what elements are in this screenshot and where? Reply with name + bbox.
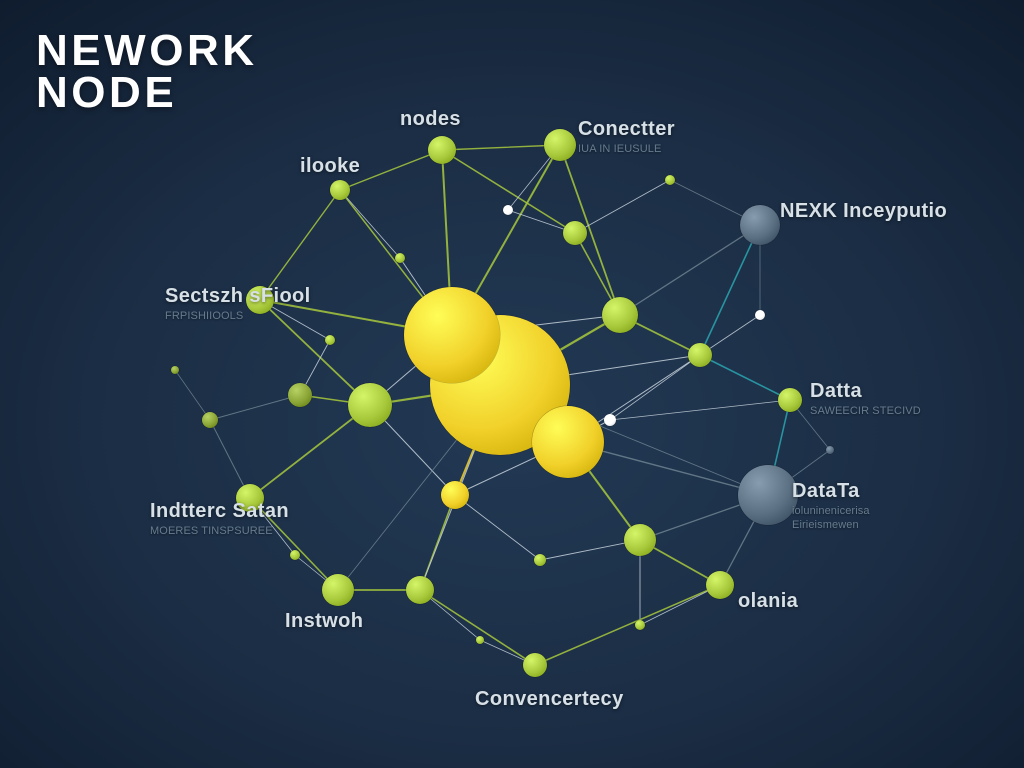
node-m1 <box>348 383 392 427</box>
node-d7 <box>755 310 765 320</box>
edge <box>455 495 540 560</box>
node-d10 <box>635 620 645 630</box>
node-n_data <box>778 388 802 412</box>
node-d11 <box>171 366 179 374</box>
edge <box>420 590 535 665</box>
edge <box>535 585 720 665</box>
node-d1 <box>665 175 675 185</box>
edge <box>175 370 210 420</box>
node-d4 <box>604 414 616 426</box>
node-n_indsatan <box>236 484 264 512</box>
node-m5 <box>406 576 434 604</box>
node-c3 <box>532 406 604 478</box>
edge <box>442 145 560 150</box>
node-m4 <box>288 383 312 407</box>
node-m2 <box>602 297 638 333</box>
edge <box>260 300 370 405</box>
network-diagram: NEWORK NODE nodesConectterIUA IN IEUSULE… <box>0 0 1024 768</box>
edge <box>610 355 700 420</box>
node-n_connect <box>544 129 576 161</box>
node-n_instwoh <box>322 574 354 606</box>
node-d2 <box>503 205 513 215</box>
edge <box>442 150 575 233</box>
edge <box>260 190 340 300</box>
edge <box>210 395 300 420</box>
node-m9 <box>202 412 218 428</box>
edge <box>340 150 442 190</box>
node-d3 <box>325 335 335 345</box>
title-line2: NODE <box>36 72 258 114</box>
node-n_nodes <box>428 136 456 164</box>
node-n_ilooke <box>330 180 350 200</box>
node-d6 <box>290 550 300 560</box>
diagram-title: NEWORK NODE <box>36 30 258 114</box>
node-m3 <box>624 524 656 556</box>
node-m6 <box>688 343 712 367</box>
edge <box>250 405 370 498</box>
node-d12 <box>476 636 484 644</box>
edge <box>700 355 790 400</box>
node-m7 <box>441 481 469 509</box>
node-d9 <box>395 253 405 263</box>
node-n_convcy <box>523 653 547 677</box>
edge <box>250 498 338 590</box>
title-line1: NEWORK <box>36 30 258 72</box>
node-m8 <box>563 221 587 245</box>
edge <box>340 190 400 258</box>
node-n_sectsf <box>246 286 274 314</box>
node-n_olania <box>706 571 734 599</box>
node-c2 <box>404 287 500 383</box>
edge <box>610 400 790 420</box>
edge <box>575 180 670 233</box>
node-n_datata <box>738 465 798 525</box>
node-d5 <box>534 554 546 566</box>
node-n_nexk <box>740 205 780 245</box>
node-d8 <box>826 446 834 454</box>
